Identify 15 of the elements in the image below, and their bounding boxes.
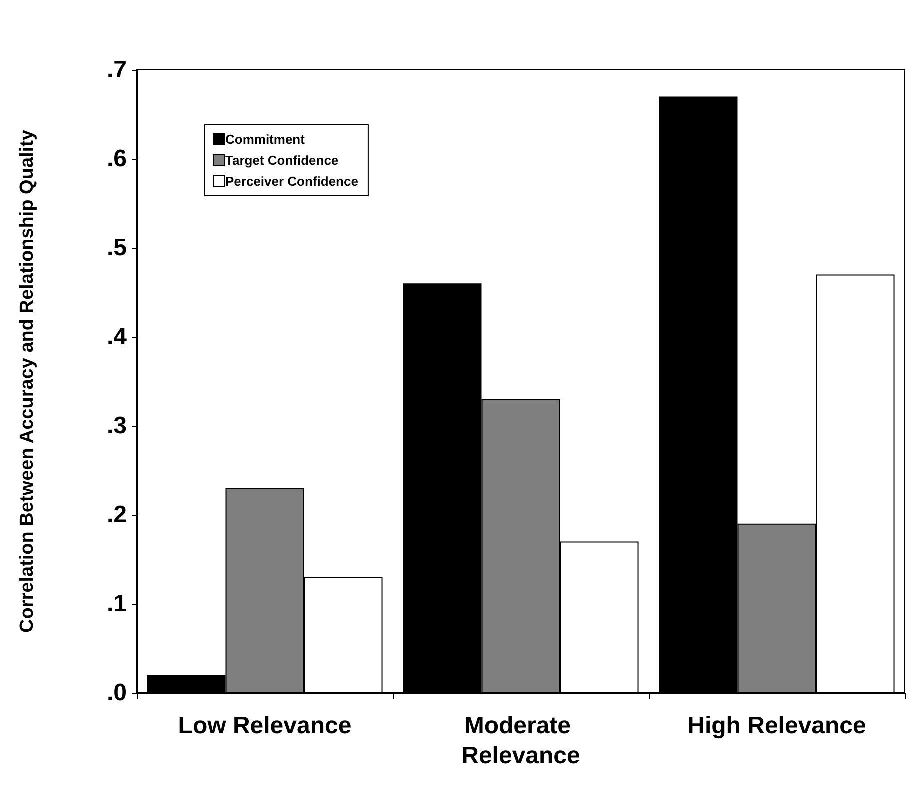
y-axis-title: Correlation Between Accuracy and Relationship Quality bbox=[17, 130, 38, 633]
y-tick-label: .7 bbox=[106, 56, 127, 84]
x-tick-label: Low Relevance bbox=[178, 712, 352, 740]
y-tick-label: .5 bbox=[106, 234, 127, 262]
legend-label: Perceiver Confidence bbox=[226, 174, 358, 189]
x-tick-label: Moderate Relevance bbox=[462, 712, 580, 770]
legend-label: Commitment bbox=[226, 132, 306, 147]
x-tick-label: High Relevance bbox=[688, 712, 866, 740]
y-tick-label: .4 bbox=[106, 324, 128, 350]
y-tick-label: .6 bbox=[106, 146, 127, 172]
y-tick-label: .1 bbox=[106, 590, 127, 618]
y-tick-label: .3 bbox=[106, 412, 127, 440]
y-tick-label: .2 bbox=[106, 502, 127, 528]
y-tick-label: .0 bbox=[106, 680, 127, 706]
legend-label: Target Confidence bbox=[226, 153, 339, 168]
